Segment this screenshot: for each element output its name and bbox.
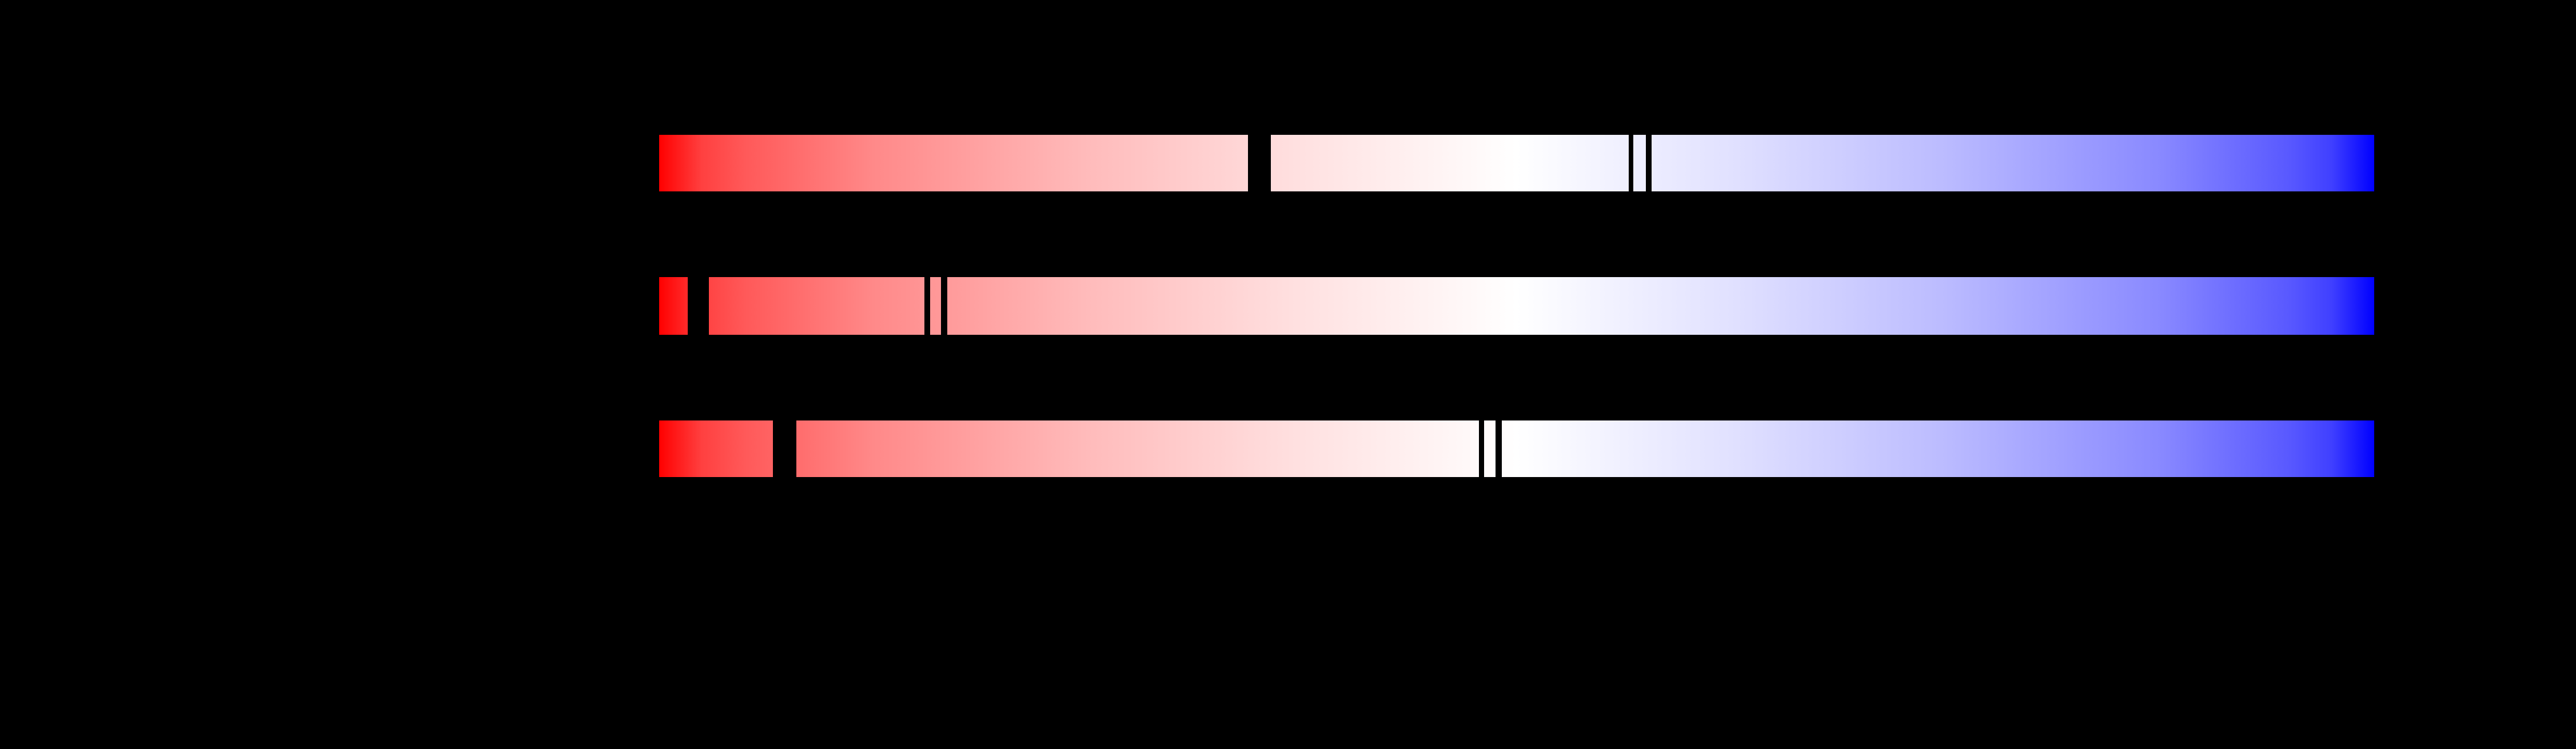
- thin-gap-marker: [1646, 135, 1652, 191]
- wide-gap-marker: [773, 420, 796, 477]
- wide-gap-marker: [688, 277, 709, 335]
- gradient-bar-row-1: [659, 135, 2374, 191]
- thin-gap-marker: [924, 277, 930, 335]
- gradient-bar-row-3: [659, 420, 2374, 477]
- gradient-bar-row-2: [659, 277, 2374, 335]
- thin-gap-marker: [1496, 420, 1502, 477]
- thin-gap-marker: [1629, 135, 1633, 191]
- thin-gap-marker: [1479, 420, 1484, 477]
- wide-gap-marker: [1248, 135, 1271, 191]
- thin-gap-marker: [941, 277, 947, 335]
